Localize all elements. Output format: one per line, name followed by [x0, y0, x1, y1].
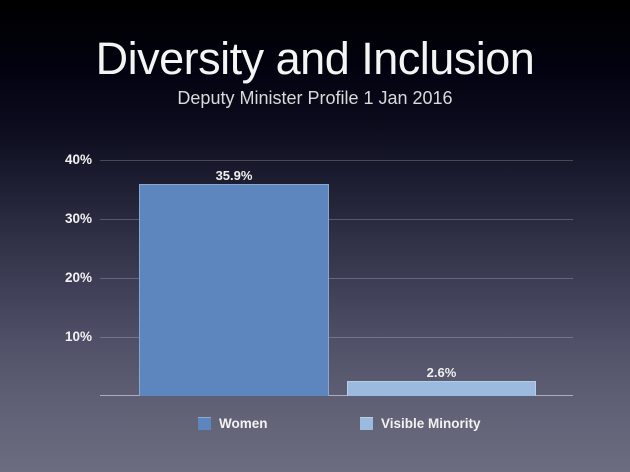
bar-value-label-women: 35.9% [215, 168, 253, 183]
slide-title: Diversity and Inclusion [95, 33, 535, 84]
chart-plot-area: 35.9% 2.6% [100, 160, 573, 396]
bar-women: 35.9% [139, 168, 329, 396]
legend-swatch-women [198, 417, 211, 430]
bar-value-label-visible-minority: 2.6% [426, 365, 457, 380]
bar-visible-minority: 2.6% [347, 365, 536, 396]
gridline-10 [100, 337, 573, 338]
x-axis-line [100, 395, 573, 396]
y-axis-tick-40: 40% [64, 152, 92, 167]
gridline-40 [100, 160, 573, 161]
y-axis-tick-30: 30% [64, 211, 92, 226]
y-axis-tick-10: 10% [64, 329, 92, 344]
legend-label-visible-minority: Visible Minority [381, 416, 481, 431]
legend-label-women: Women [219, 416, 268, 431]
gridline-30 [100, 219, 573, 220]
legend-item-women: Women [198, 416, 268, 431]
y-axis-tick-20: 20% [64, 270, 92, 285]
legend-swatch-visible-minority [360, 417, 373, 430]
gridline-20 [100, 278, 573, 279]
slide-subtitle: Deputy Minister Profile 1 Jan 2016 [177, 88, 453, 108]
legend-item-visible-minority: Visible Minority [360, 416, 481, 431]
